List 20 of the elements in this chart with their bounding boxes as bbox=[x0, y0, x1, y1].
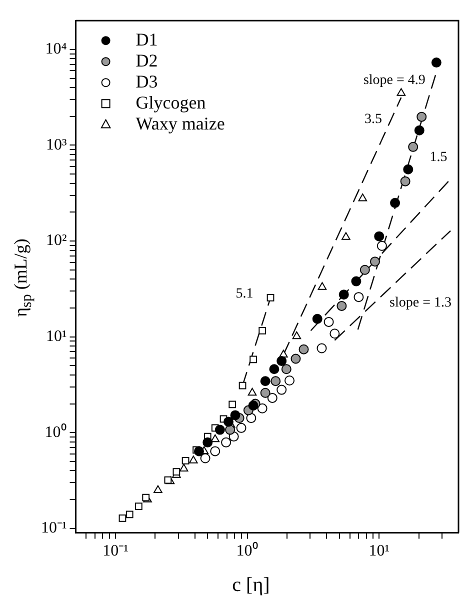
series-label: slope = 1.3 bbox=[390, 295, 452, 310]
x-tick-label: 10⁰ bbox=[236, 542, 258, 560]
y-tick-label: 10² bbox=[46, 232, 67, 250]
x-axis-title: c [η] bbox=[231, 574, 271, 597]
series-label: 5.1 bbox=[236, 286, 254, 302]
legend-label: D2 bbox=[136, 50, 158, 70]
y-tick-label: 10³ bbox=[46, 136, 67, 154]
legend-label: Glycogen bbox=[136, 92, 206, 112]
series-label: slope = 4.9 bbox=[363, 72, 426, 88]
y-tick-label: 10⁰ bbox=[44, 422, 67, 441]
legend-label: D3 bbox=[136, 71, 158, 92]
y-tick-label: 10⁻¹ bbox=[41, 520, 67, 537]
y-tick-label: 10¹ bbox=[46, 328, 67, 346]
x-tick-label: 10¹ bbox=[368, 542, 390, 560]
legend-label: Waxy maize bbox=[136, 113, 225, 134]
y-tick-label: 10⁴ bbox=[45, 40, 68, 58]
legend-label: D1 bbox=[136, 29, 158, 50]
series-label: 1.5 bbox=[430, 150, 448, 165]
x-tick-label: 10⁻¹ bbox=[102, 542, 129, 560]
series-label: 3.5 bbox=[364, 112, 382, 128]
